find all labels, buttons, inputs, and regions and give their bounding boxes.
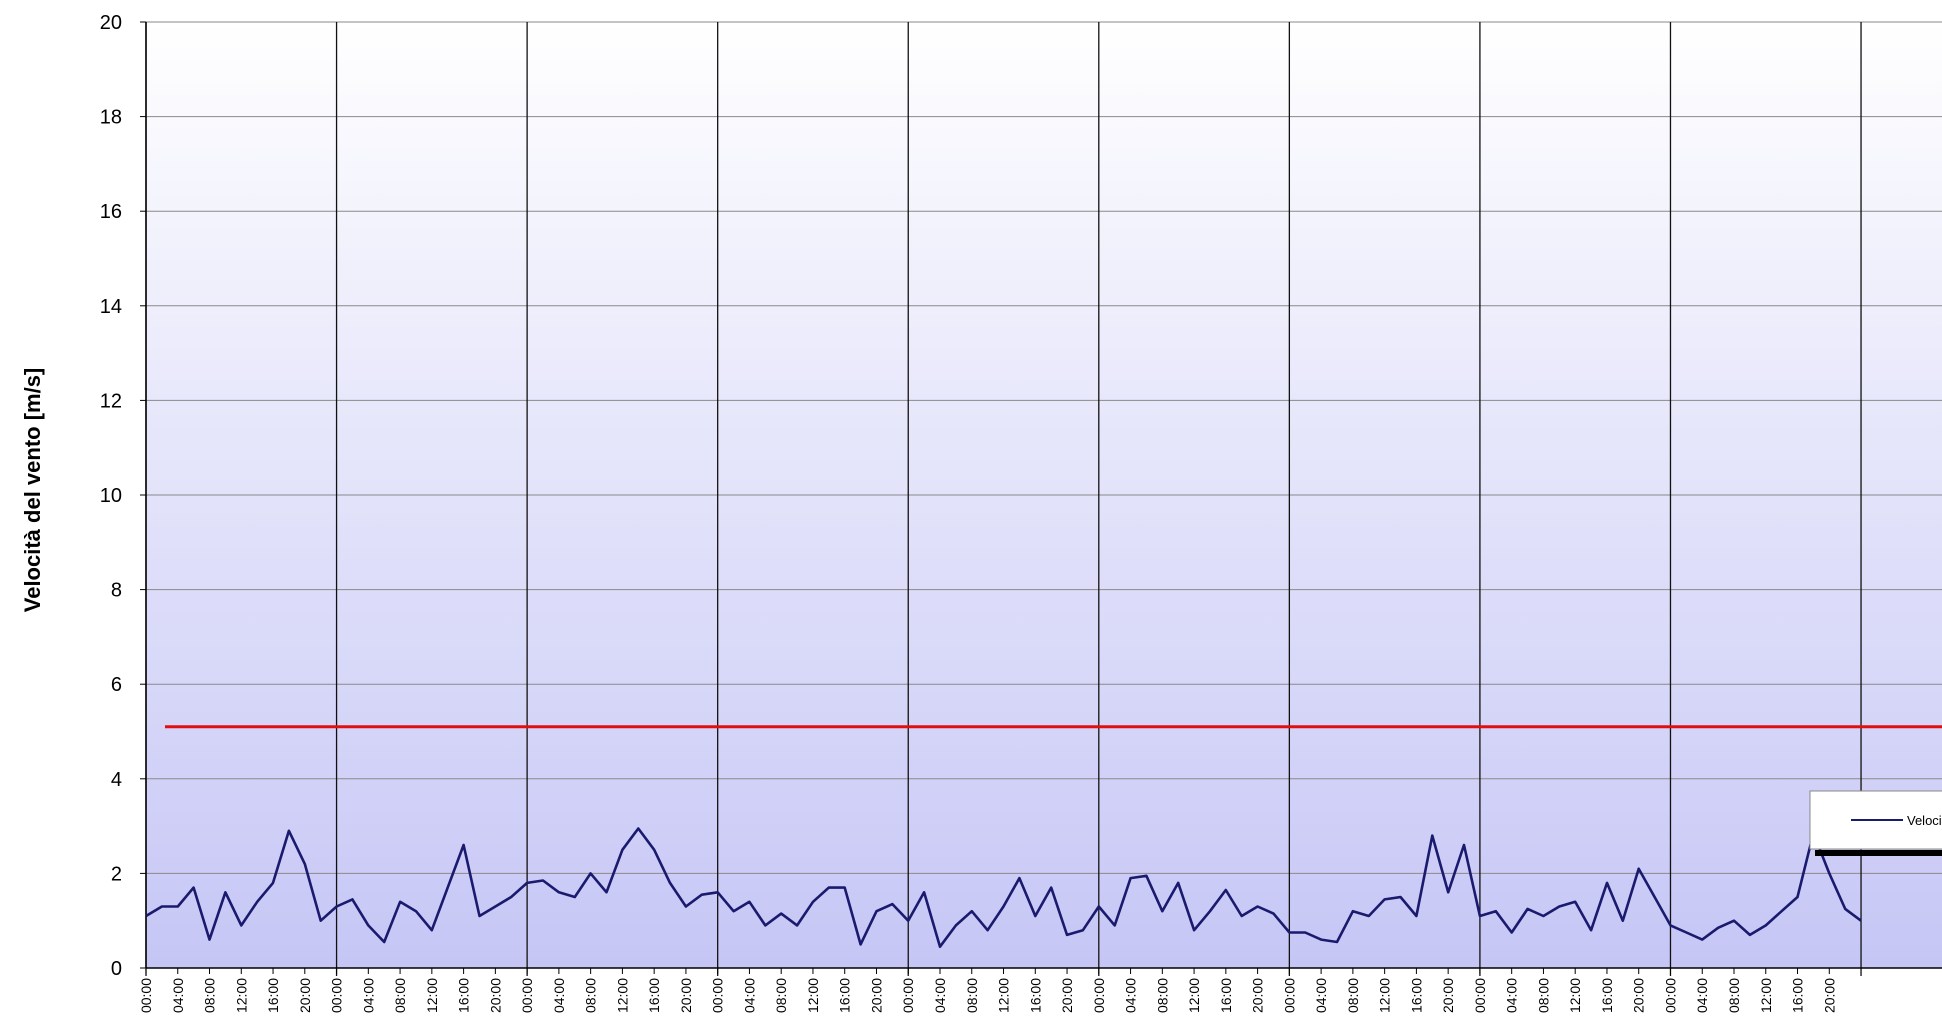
x-tick-label: 16:00 bbox=[837, 978, 853, 1013]
y-tick-label: 0 bbox=[111, 958, 122, 980]
y-axis-label: Velocità del vento [m/s] bbox=[20, 368, 45, 613]
x-tick-label: 04:00 bbox=[360, 978, 376, 1013]
x-tick-label: 16:00 bbox=[646, 978, 662, 1013]
x-tick-label: 04:00 bbox=[932, 978, 948, 1013]
x-tick-label: 04:00 bbox=[1313, 978, 1329, 1013]
y-tick-label: 6 bbox=[111, 674, 122, 696]
x-tick-label: 04:00 bbox=[741, 978, 757, 1013]
y-tick-label: 2 bbox=[111, 863, 122, 885]
legend-shadow bbox=[1815, 850, 1942, 856]
x-tick-label: 16:00 bbox=[1218, 978, 1234, 1013]
x-tick-label: 16:00 bbox=[1790, 978, 1806, 1013]
x-tick-label: 20:00 bbox=[1250, 978, 1266, 1013]
x-tick-label: 04:00 bbox=[1694, 978, 1710, 1013]
x-tick-label: 16:00 bbox=[265, 978, 281, 1013]
x-tick-label: 20:00 bbox=[1631, 978, 1647, 1013]
x-tick-label: 08:00 bbox=[1726, 978, 1742, 1013]
x-tick-label: 00:00 bbox=[1281, 978, 1297, 1013]
x-tick-label: 08:00 bbox=[1345, 978, 1361, 1013]
x-tick-label: 00:00 bbox=[138, 978, 154, 1013]
x-tick-label: 12:00 bbox=[1758, 978, 1774, 1013]
y-tick-label: 16 bbox=[100, 201, 122, 223]
x-tick-label: 08:00 bbox=[392, 978, 408, 1013]
x-tick-label: 00:00 bbox=[710, 978, 726, 1013]
data-line bbox=[145, 827, 1862, 948]
x-tick-label: 08:00 bbox=[1535, 978, 1551, 1013]
x-tick-label: 00:00 bbox=[329, 978, 345, 1013]
x-tick-label: 00:00 bbox=[1472, 978, 1488, 1013]
y-tick-label: 8 bbox=[111, 580, 122, 602]
x-tick-label: 20:00 bbox=[1440, 978, 1456, 1013]
x-tick-label: 00:00 bbox=[900, 978, 916, 1013]
x-tick-label: 08:00 bbox=[773, 978, 789, 1013]
x-tick-label: 16:00 bbox=[456, 978, 472, 1013]
x-tick-label: 04:00 bbox=[551, 978, 567, 1013]
x-tick-label: 08:00 bbox=[964, 978, 980, 1013]
x-tick-label: 12:00 bbox=[1567, 978, 1583, 1013]
y-tick-label: 14 bbox=[100, 296, 122, 318]
x-tick-label: 08:00 bbox=[583, 978, 599, 1013]
x-tick-label: 20:00 bbox=[868, 978, 884, 1013]
x-tick-label: 12:00 bbox=[614, 978, 630, 1013]
x-tick-label: 12:00 bbox=[233, 978, 249, 1013]
y-tick-label: 12 bbox=[100, 390, 122, 412]
y-tick-label: 18 bbox=[100, 107, 122, 129]
x-tick-label: 00:00 bbox=[1091, 978, 1107, 1013]
x-tick-label: 20:00 bbox=[487, 978, 503, 1013]
x-tick-label: 08:00 bbox=[202, 978, 218, 1013]
x-tick-label: 16:00 bbox=[1408, 978, 1424, 1013]
legend-label: Velocità del vento bbox=[1907, 813, 1942, 828]
x-tick-label: 20:00 bbox=[1821, 978, 1837, 1013]
x-tick-label: 20:00 bbox=[297, 978, 313, 1013]
x-tick-label: 12:00 bbox=[1377, 978, 1393, 1013]
x-tick-label: 04:00 bbox=[1123, 978, 1139, 1013]
x-tick-label: 12:00 bbox=[996, 978, 1012, 1013]
y-tick-label: 10 bbox=[100, 485, 122, 507]
x-tick-label: 12:00 bbox=[805, 978, 821, 1013]
x-tick-label: 00:00 bbox=[1662, 978, 1678, 1013]
x-tick-label: 08:00 bbox=[1154, 978, 1170, 1013]
y-tick-label: 4 bbox=[111, 769, 122, 791]
x-tick-label: 20:00 bbox=[678, 978, 694, 1013]
y-tick-label: 20 bbox=[100, 12, 122, 34]
x-tick-label: 12:00 bbox=[1186, 978, 1202, 1013]
x-tick-label: 04:00 bbox=[1504, 978, 1520, 1013]
x-tick-label: 16:00 bbox=[1599, 978, 1615, 1013]
x-tick-label: 20:00 bbox=[1059, 978, 1075, 1013]
x-tick-label: 16:00 bbox=[1027, 978, 1043, 1013]
x-tick-label: 04:00 bbox=[170, 978, 186, 1013]
x-tick-label: 00:00 bbox=[519, 978, 535, 1013]
x-tick-label: 12:00 bbox=[424, 978, 440, 1013]
